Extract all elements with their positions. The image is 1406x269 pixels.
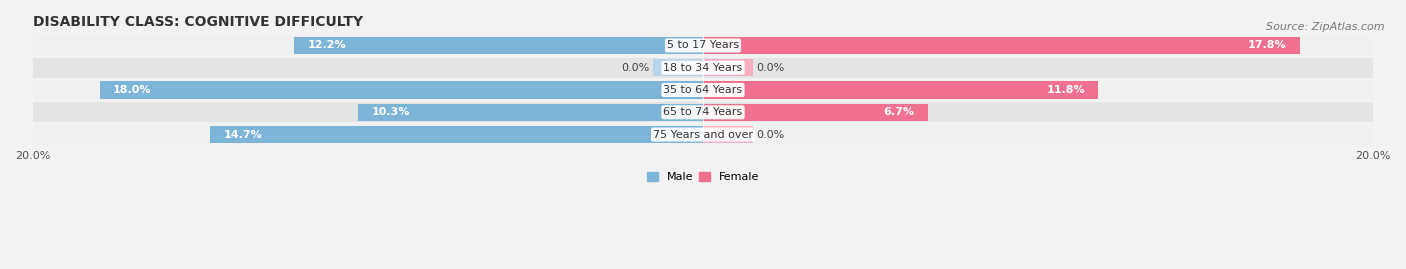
Legend: Male, Female: Male, Female bbox=[643, 168, 763, 187]
Bar bbox=[357, 104, 703, 121]
Bar bbox=[100, 81, 703, 99]
Text: 17.8%: 17.8% bbox=[1247, 40, 1286, 51]
Bar bbox=[32, 80, 1374, 100]
Text: 0.0%: 0.0% bbox=[756, 130, 785, 140]
Bar bbox=[211, 126, 703, 143]
Text: 65 to 74 Years: 65 to 74 Years bbox=[664, 107, 742, 117]
Bar bbox=[703, 126, 754, 143]
Bar bbox=[703, 59, 754, 76]
Text: 11.8%: 11.8% bbox=[1046, 85, 1085, 95]
Bar bbox=[294, 37, 703, 54]
Bar bbox=[32, 58, 1374, 78]
Bar bbox=[703, 37, 1299, 54]
Bar bbox=[32, 125, 1374, 144]
Bar bbox=[703, 81, 1098, 99]
Bar bbox=[32, 102, 1374, 122]
Text: 12.2%: 12.2% bbox=[308, 40, 346, 51]
Text: 35 to 64 Years: 35 to 64 Years bbox=[664, 85, 742, 95]
Text: 10.3%: 10.3% bbox=[371, 107, 409, 117]
Text: 0.0%: 0.0% bbox=[621, 63, 650, 73]
Text: 75 Years and over: 75 Years and over bbox=[652, 130, 754, 140]
Text: DISABILITY CLASS: COGNITIVE DIFFICULTY: DISABILITY CLASS: COGNITIVE DIFFICULTY bbox=[32, 15, 363, 29]
Bar bbox=[32, 36, 1374, 55]
Text: 6.7%: 6.7% bbox=[883, 107, 914, 117]
Text: 5 to 17 Years: 5 to 17 Years bbox=[666, 40, 740, 51]
Text: Source: ZipAtlas.com: Source: ZipAtlas.com bbox=[1267, 22, 1385, 31]
Text: 18 to 34 Years: 18 to 34 Years bbox=[664, 63, 742, 73]
Bar bbox=[703, 104, 928, 121]
Text: 14.7%: 14.7% bbox=[224, 130, 263, 140]
Text: 0.0%: 0.0% bbox=[756, 63, 785, 73]
Bar bbox=[652, 59, 703, 76]
Text: 18.0%: 18.0% bbox=[112, 85, 152, 95]
